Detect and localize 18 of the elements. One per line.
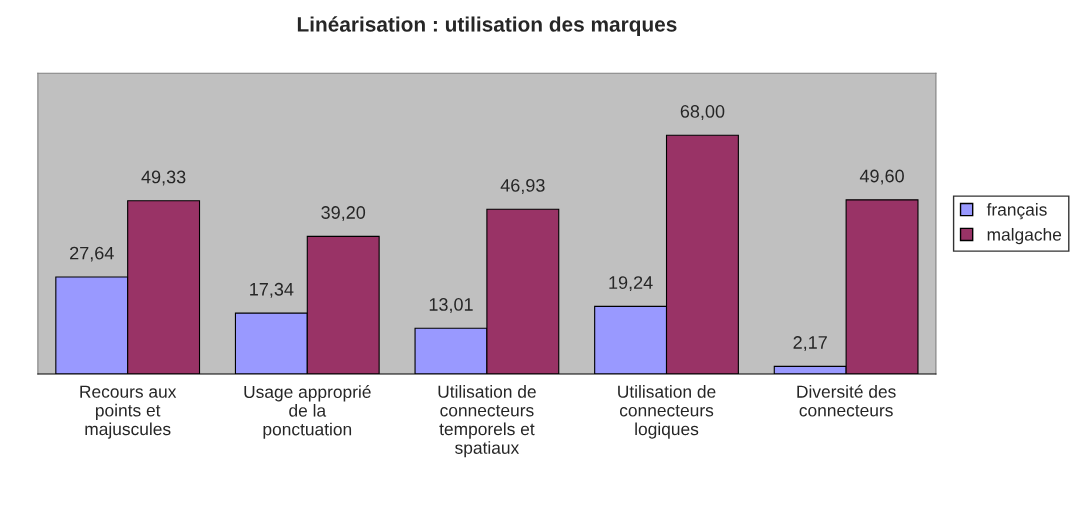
legend-label: français — [986, 203, 1047, 220]
x-tick-label: Utilisation de connecteurs temporels et spatiaux — [438, 385, 536, 458]
data-label: 13,01 — [429, 298, 473, 313]
data-label: 46,93 — [500, 178, 545, 194]
data-label: 19,24 — [609, 276, 653, 292]
data-label: 2,17 — [793, 336, 827, 351]
x-tick-label: Utilisation de connecteurs logiques — [618, 385, 716, 439]
legend-label: malgache — [987, 227, 1062, 245]
data-label: 68,00 — [680, 105, 725, 120]
data-label: 39,20 — [321, 206, 366, 222]
data-label: 17,34 — [250, 282, 294, 298]
data-label: 49,60 — [859, 169, 904, 185]
x-tick-label: Usage approprié de la ponctuation — [244, 385, 371, 439]
data-label: 49,33 — [141, 170, 186, 186]
data-label: 27,64 — [70, 246, 114, 262]
chart-title: Linéarisation : utilisation des marques — [297, 16, 677, 36]
x-tick-label: Recours aux points et majuscules — [80, 385, 177, 439]
x-tick-label: Diversité des connecteurs — [797, 384, 896, 417]
